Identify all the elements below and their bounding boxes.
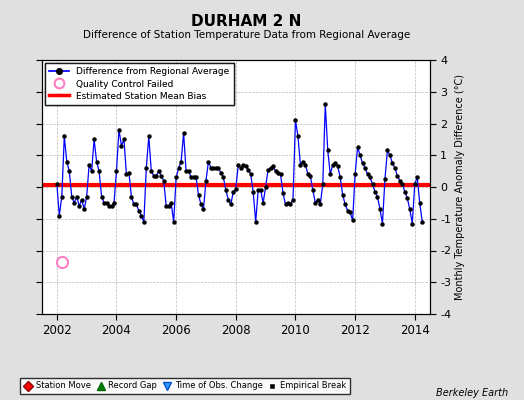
- Legend: Difference from Regional Average, Quality Control Failed, Estimated Station Mean: Difference from Regional Average, Qualit…: [45, 63, 234, 106]
- Text: Difference of Station Temperature Data from Regional Average: Difference of Station Temperature Data f…: [83, 30, 410, 40]
- Y-axis label: Monthly Temperature Anomaly Difference (°C): Monthly Temperature Anomaly Difference (…: [455, 74, 465, 300]
- Text: DURHAM 2 N: DURHAM 2 N: [191, 14, 301, 29]
- Text: Berkeley Earth: Berkeley Earth: [436, 388, 508, 398]
- Legend: Station Move, Record Gap, Time of Obs. Change, Empirical Break: Station Move, Record Gap, Time of Obs. C…: [20, 378, 350, 394]
